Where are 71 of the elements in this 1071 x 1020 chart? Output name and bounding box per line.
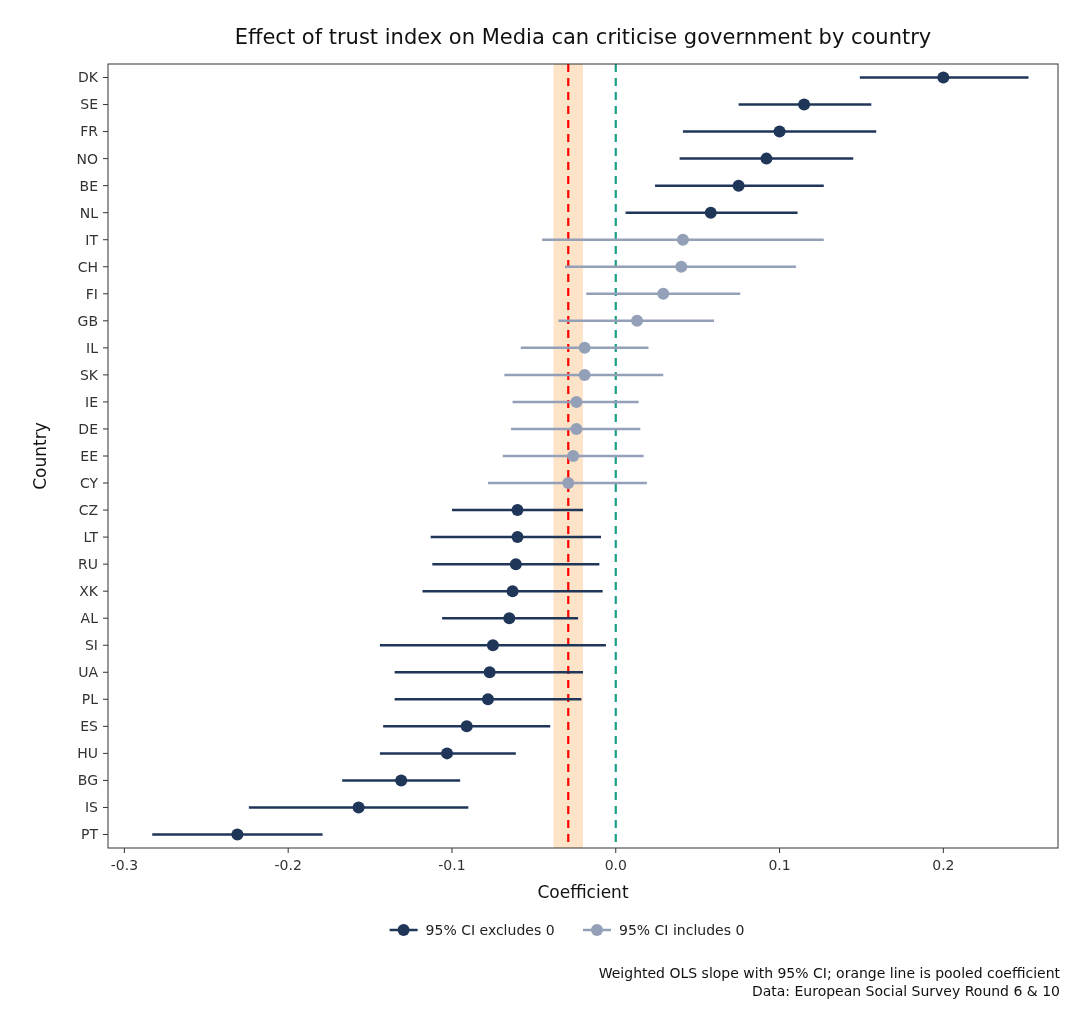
y-tick-label: IL (86, 339, 99, 356)
y-tick-label: IS (84, 799, 99, 816)
point (704, 206, 717, 219)
y-tick-label: IT (85, 231, 99, 248)
point (567, 450, 580, 462)
point (937, 71, 950, 84)
y-tick-label: SE (80, 96, 98, 113)
x-axis-title: Coefficient (537, 882, 629, 902)
y-tick-label: FR (80, 123, 99, 140)
y-tick-label: AL (80, 610, 99, 627)
point (578, 368, 591, 381)
point (511, 504, 524, 517)
y-tick-label: IE (85, 393, 98, 410)
point (503, 612, 516, 625)
point (486, 639, 499, 652)
point (562, 477, 575, 490)
point (441, 747, 454, 760)
y-tick-label: PL (81, 691, 99, 708)
point (570, 422, 583, 435)
y-tick-label: FI (85, 285, 98, 302)
y-tick-label: RU (78, 556, 98, 573)
point (506, 585, 519, 598)
y-tick-label: CH (77, 258, 98, 275)
point (395, 774, 408, 787)
x-tick-label: 0.1 (768, 857, 791, 873)
point (231, 828, 244, 841)
x-tick-label: 0.2 (932, 857, 955, 873)
y-tick-label: PT (81, 826, 99, 843)
y-tick-label: UA (78, 664, 99, 681)
y-tick-label: NO (76, 150, 98, 167)
point (511, 531, 524, 544)
x-tick-label: -0.1 (438, 857, 466, 873)
point (578, 341, 591, 354)
y-axis-title: Country (30, 422, 50, 490)
point (773, 125, 786, 138)
point (483, 666, 496, 679)
y-tick-label: XK (79, 583, 99, 600)
point (482, 693, 494, 706)
y-tick-label: HU (77, 745, 98, 762)
text: Weighted OLS slope with 95% CI; orange line is pooled coefficient (598, 965, 1061, 981)
y-tick-label: SI (84, 637, 98, 654)
text: Data: European Social Survey Round 6 & 10 (751, 983, 1060, 999)
point (352, 801, 365, 814)
point (798, 98, 811, 111)
point (675, 260, 688, 273)
y-tick-label: NL (79, 204, 99, 221)
y-tick-label: BG (77, 772, 98, 789)
point (631, 314, 644, 327)
point (570, 395, 583, 408)
y-tick-label: DE (78, 420, 98, 437)
y-tick-label: CZ (78, 501, 98, 518)
point (676, 233, 689, 246)
point (760, 152, 773, 165)
chart-title: Effect of trust index on Media can criticise government by country (234, 25, 932, 49)
y-tick-label: CY (79, 474, 99, 491)
y-tick-label: BE (79, 177, 98, 194)
y-tick-label: SK (79, 366, 99, 383)
x-tick-label: 0.0 (604, 857, 627, 873)
y-tick-label: LT (83, 529, 99, 545)
x-tick-label: -0.3 (110, 857, 139, 873)
point (732, 179, 745, 192)
y-tick-label: DK (78, 69, 99, 86)
legend-label: 95% CI excludes 0 (425, 921, 555, 938)
y-tick-label: EE (80, 447, 98, 464)
point (460, 720, 473, 733)
point (509, 558, 522, 571)
y-tick-label: GB (77, 312, 98, 329)
y-tick-label: ES (80, 718, 99, 735)
point (657, 287, 670, 300)
legend-label: 95% CI includes 0 (619, 921, 745, 938)
x-tick-label: -0.2 (274, 857, 302, 873)
